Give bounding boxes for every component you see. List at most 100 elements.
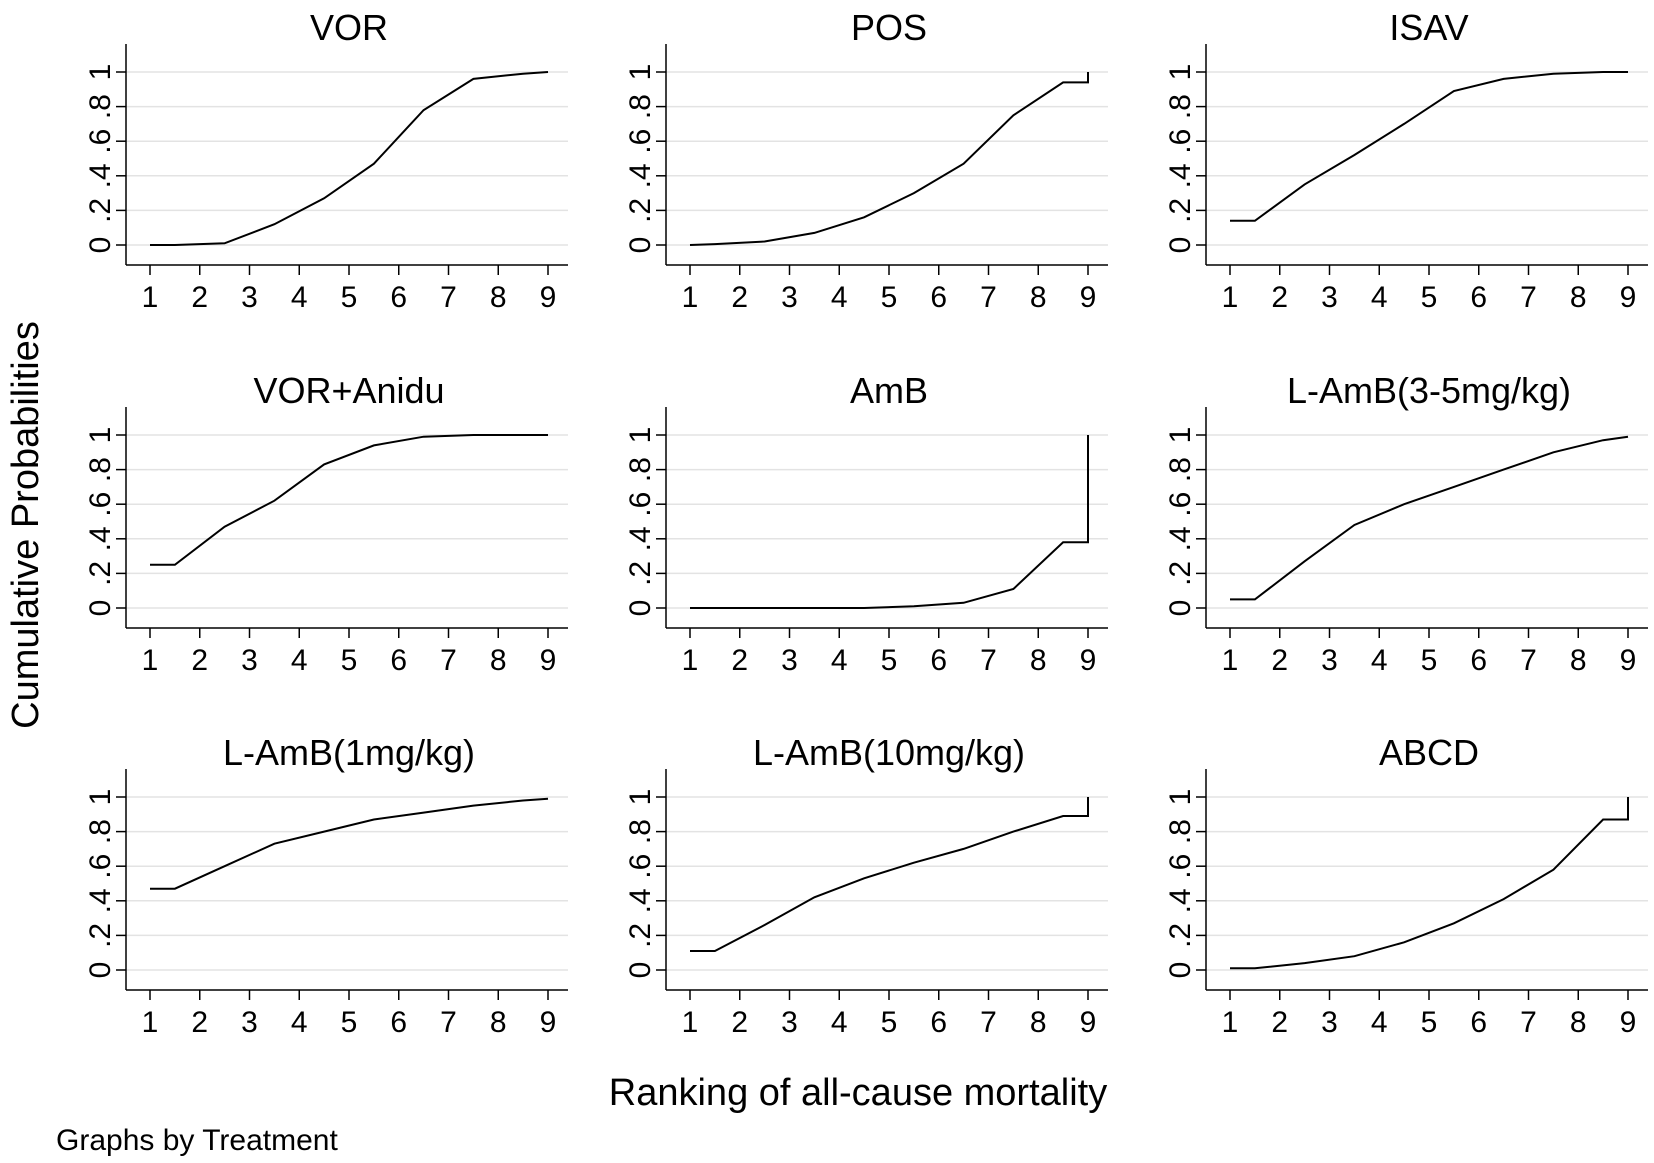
x-tick-label: 2	[731, 644, 748, 677]
x-tick-label: 4	[1371, 281, 1388, 314]
cumulative-probability-line	[150, 797, 549, 890]
x-tick-label: 8	[490, 281, 507, 314]
y-tick-label: .8	[84, 457, 117, 482]
y-tick-label: 1	[1164, 789, 1197, 806]
x-tick-label: 2	[1271, 644, 1288, 677]
x-tick-label: 7	[440, 1006, 457, 1039]
x-tick-label: 1	[682, 644, 699, 677]
y-tick-label: .4	[624, 526, 657, 551]
y-tick-label: .8	[1164, 457, 1197, 482]
y-tick-label: 0	[624, 600, 657, 617]
x-tick-label: 7	[980, 281, 997, 314]
x-tick-label: 1	[142, 1006, 159, 1039]
y-tick-label: .6	[624, 854, 657, 879]
x-tick-label: 9	[1620, 1006, 1637, 1039]
y-tick-label: 1	[1164, 427, 1197, 444]
x-tick-label: 7	[980, 644, 997, 677]
x-tick-label: 1	[682, 1006, 699, 1039]
x-tick-label: 2	[191, 281, 208, 314]
x-tick-label: 5	[341, 281, 358, 314]
x-tick-label: 4	[1371, 644, 1388, 677]
x-tick-label: 7	[1520, 281, 1537, 314]
y-tick-label: .6	[1164, 854, 1197, 879]
x-tick-label: 3	[781, 281, 798, 314]
y-tick-label: 1	[84, 789, 117, 806]
x-tick-label: 9	[540, 1006, 557, 1039]
y-tick-label: .6	[1164, 492, 1197, 517]
x-tick-label: 6	[1470, 644, 1487, 677]
y-tick-label: 0	[1164, 600, 1197, 617]
y-tick-label: .8	[624, 94, 657, 119]
x-tick-label: 2	[191, 1006, 208, 1039]
panel-title: VOR	[310, 7, 388, 48]
y-tick-label: .4	[84, 888, 117, 913]
x-tick-label: 9	[1620, 281, 1637, 314]
x-tick-label: 7	[1520, 644, 1537, 677]
y-tick-label: .2	[624, 198, 657, 223]
y-tick-label: .2	[624, 561, 657, 586]
y-tick-label: 1	[624, 789, 657, 806]
y-tick-label: .4	[1164, 163, 1197, 188]
y-tick-label: .2	[1164, 923, 1197, 948]
x-tick-label: 3	[1321, 644, 1338, 677]
x-tick-label: 5	[1421, 644, 1438, 677]
x-tick-label: 1	[142, 281, 159, 314]
y-tick-label: 1	[84, 427, 117, 444]
cumulative-probability-line	[1230, 435, 1629, 601]
x-tick-label: 4	[291, 644, 308, 677]
y-tick-label: .8	[624, 457, 657, 482]
x-tick-label: 2	[191, 644, 208, 677]
y-tick-label: .6	[84, 129, 117, 154]
x-tick-label: 5	[881, 644, 898, 677]
cumulative-probability-line	[1230, 797, 1629, 970]
panel: L-AmB(3-5mg/kg)0.2.4.6.811 2 3 4 5 6 7 8 9	[1164, 370, 1648, 677]
x-tick-label: 4	[831, 644, 848, 677]
x-tick-label: 8	[490, 644, 507, 677]
y-tick-label: .4	[1164, 526, 1197, 551]
x-tick-label: 1	[1222, 1006, 1239, 1039]
y-tick-label: 0	[84, 600, 117, 617]
x-tick-label: 6	[930, 281, 947, 314]
x-axis-title: Ranking of all-cause mortality	[609, 1072, 1107, 1114]
x-tick-label: 7	[440, 644, 457, 677]
x-tick-label: 2	[731, 1006, 748, 1039]
y-tick-label: .4	[624, 163, 657, 188]
y-tick-label: 1	[1164, 64, 1197, 81]
x-tick-label: 6	[390, 1006, 407, 1039]
y-tick-label: .4	[84, 526, 117, 551]
x-tick-label: 1	[142, 644, 159, 677]
y-tick-label: .2	[84, 561, 117, 586]
y-tick-label: .6	[84, 492, 117, 517]
y-tick-label: .8	[84, 819, 117, 844]
y-tick-label: .2	[84, 923, 117, 948]
y-tick-label: .2	[1164, 561, 1197, 586]
y-tick-label: 0	[1164, 237, 1197, 254]
graphs-by-note: Graphs by Treatment	[56, 1124, 338, 1157]
x-tick-label: 9	[540, 281, 557, 314]
x-tick-label: 5	[341, 1006, 358, 1039]
y-tick-label: .4	[624, 888, 657, 913]
panel-title: AmB	[850, 370, 928, 411]
panel: L-AmB(1mg/kg)0.2.4.6.811 2 3 4 5 6 7 8 9	[84, 732, 568, 1039]
x-tick-label: 7	[440, 281, 457, 314]
x-tick-label: 8	[1570, 1006, 1587, 1039]
x-tick-label: 8	[1570, 281, 1587, 314]
x-tick-label: 4	[831, 281, 848, 314]
x-tick-label: 4	[831, 1006, 848, 1039]
x-tick-label: 3	[781, 644, 798, 677]
panel-title: POS	[851, 7, 927, 48]
x-tick-label: 9	[1080, 644, 1097, 677]
x-tick-label: 8	[1030, 281, 1047, 314]
x-tick-label: 7	[980, 1006, 997, 1039]
x-tick-label: 6	[1470, 1006, 1487, 1039]
panel-title: VOR+Anidu	[253, 370, 444, 411]
x-tick-label: 2	[1271, 281, 1288, 314]
x-tick-label: 5	[1421, 1006, 1438, 1039]
cumulative-probability-line	[1230, 71, 1628, 222]
